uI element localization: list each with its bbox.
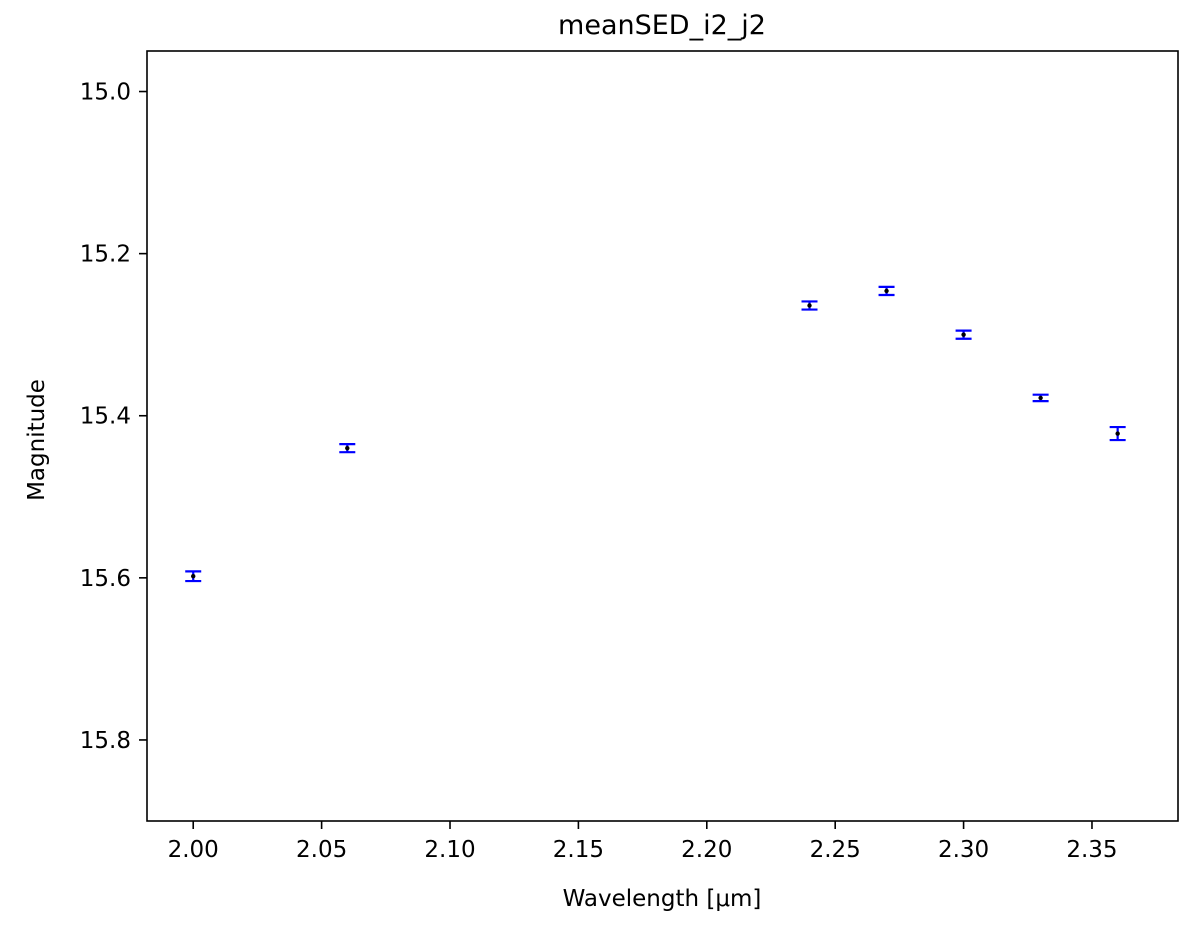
errorbar-point: [878, 285, 895, 297]
chart-title: meanSED_i2_j2: [558, 10, 766, 41]
x-tick-label: 2.15: [553, 837, 604, 863]
errorbar-point: [1032, 393, 1049, 403]
errorbar-point: [185, 570, 202, 583]
errorbar-point: [955, 329, 972, 340]
x-axis-label: Wavelength [μm]: [563, 886, 762, 912]
x-tick-label: 2.00: [168, 837, 219, 863]
y-tick-label: 15.6: [80, 566, 131, 592]
errorbar-point: [339, 443, 356, 454]
x-tick-label: 2.05: [296, 837, 347, 863]
y-tick-label: 15.2: [80, 242, 131, 268]
data-point: [345, 445, 350, 451]
data-point: [807, 303, 812, 308]
y-tick-label: 15.0: [80, 80, 131, 106]
errorbar-point: [801, 300, 818, 311]
x-tick-label: 2.10: [424, 837, 475, 863]
x-tick-label: 2.30: [938, 837, 989, 863]
x-tick-label: 2.20: [681, 837, 732, 863]
data-point: [1115, 431, 1120, 436]
errorbar-point: [1109, 425, 1126, 442]
y-tick-label: 15.8: [80, 728, 131, 754]
y-tick-label: 15.4: [80, 404, 131, 430]
plot-frame: [146, 50, 1179, 822]
data-point: [961, 332, 966, 337]
data-point: [1038, 395, 1043, 401]
data-point: [884, 288, 889, 294]
x-tick-label: 2.35: [1066, 837, 1117, 863]
data-point: [191, 574, 196, 579]
y-axis-label: Magnitude: [24, 379, 50, 501]
x-tick-label: 2.25: [810, 837, 861, 863]
